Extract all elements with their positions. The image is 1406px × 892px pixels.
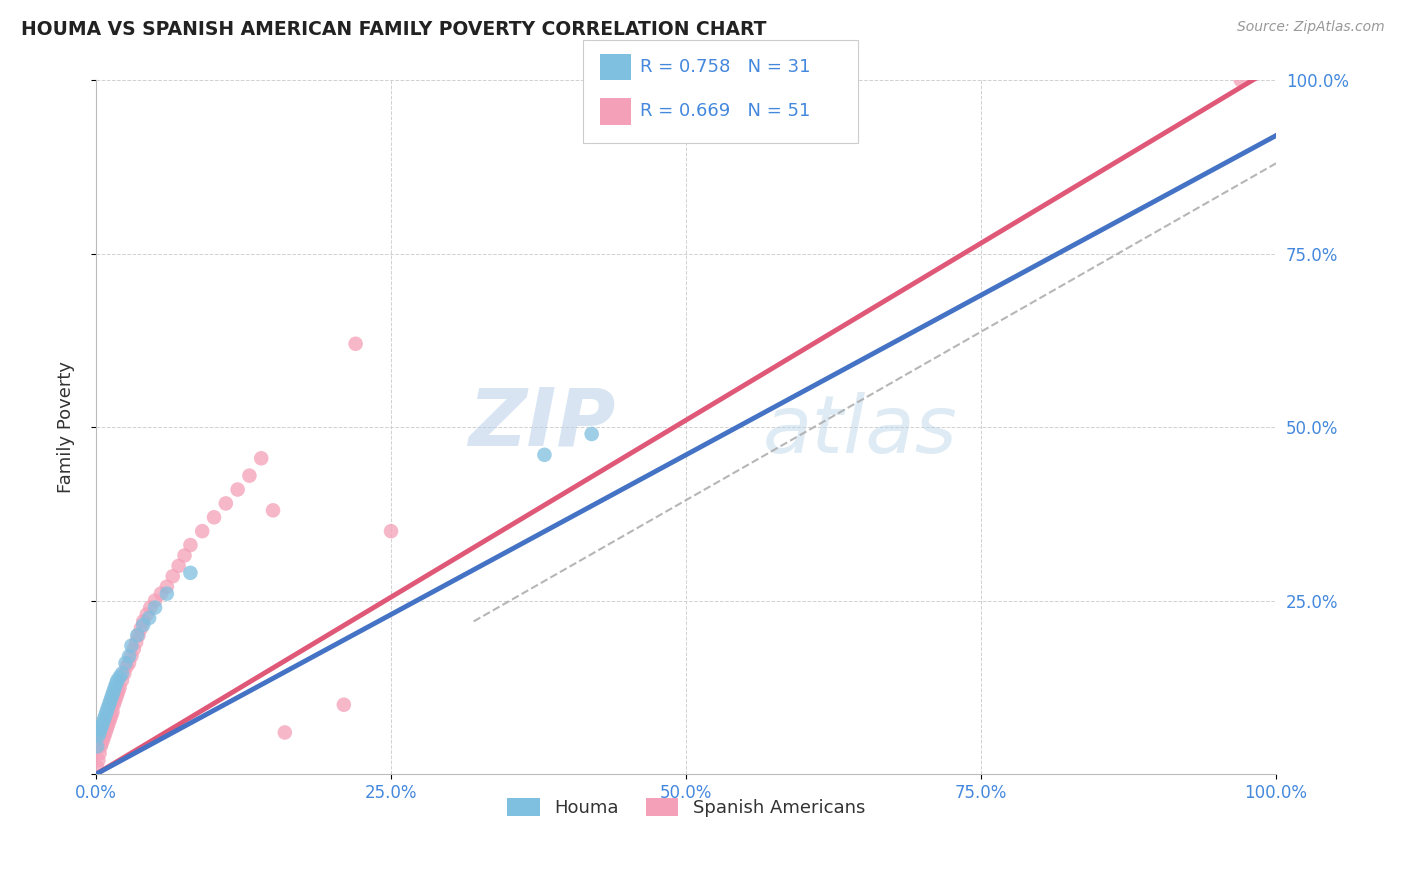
Point: [333, 698, 356, 712]
Point: [93, 712, 115, 726]
Point: [104, 681, 127, 695]
Text: Source: ZipAtlas.com: Source: ZipAtlas.com: [1237, 20, 1385, 34]
Point: [380, 524, 402, 538]
Point: [101, 705, 124, 719]
Point: [105, 677, 128, 691]
Point: [149, 587, 172, 601]
Point: [143, 600, 166, 615]
Point: [94, 725, 117, 739]
Point: [120, 649, 142, 664]
Point: [105, 673, 128, 688]
Point: [104, 694, 127, 708]
Y-axis label: Family Poverty: Family Poverty: [58, 361, 75, 493]
Point: [122, 642, 145, 657]
Point: [129, 621, 152, 635]
Point: [108, 670, 131, 684]
Point: [115, 659, 138, 673]
Legend: Houma, Spanish Americans: Houma, Spanish Americans: [501, 790, 872, 824]
Point: [103, 698, 125, 712]
Point: [93, 729, 115, 743]
Point: [96, 722, 118, 736]
Point: [111, 666, 134, 681]
Text: HOUMA VS SPANISH AMERICAN FAMILY POVERTY CORRELATION CHART: HOUMA VS SPANISH AMERICAN FAMILY POVERTY…: [21, 20, 766, 38]
Point: [139, 600, 162, 615]
Point: [127, 628, 149, 642]
Point: [91, 732, 114, 747]
Point: [162, 569, 184, 583]
Text: R = 0.669   N = 51: R = 0.669 N = 51: [640, 103, 810, 120]
Point: [98, 698, 121, 712]
Point: [100, 690, 122, 705]
Point: [90, 718, 112, 732]
Point: [215, 496, 238, 510]
Point: [202, 510, 225, 524]
Point: [90, 739, 112, 754]
Point: [125, 635, 148, 649]
Point: [89, 747, 111, 761]
Point: [173, 549, 195, 563]
Point: [107, 683, 129, 698]
Point: [98, 714, 121, 729]
Point: [135, 607, 157, 622]
Point: [90, 722, 112, 736]
Point: [128, 628, 150, 642]
Point: [105, 687, 128, 701]
Point: [1229, 73, 1251, 87]
Point: [344, 336, 367, 351]
Point: [86, 739, 108, 754]
Text: R = 0.758   N = 31: R = 0.758 N = 31: [640, 58, 810, 76]
Point: [250, 451, 273, 466]
Point: [156, 587, 179, 601]
Point: [87, 753, 110, 767]
Point: [111, 673, 134, 688]
Point: [96, 705, 118, 719]
Point: [91, 714, 114, 729]
Point: [101, 687, 124, 701]
Point: [132, 618, 155, 632]
Point: [103, 683, 125, 698]
Point: [105, 690, 128, 705]
Point: [179, 566, 201, 580]
Point: [179, 538, 201, 552]
Point: [108, 681, 131, 695]
Point: [97, 718, 120, 732]
Point: [98, 712, 121, 726]
Point: [112, 666, 135, 681]
Point: [90, 736, 112, 750]
Point: [86, 760, 108, 774]
Point: [132, 615, 155, 629]
Point: [581, 427, 603, 442]
Point: [138, 611, 160, 625]
Point: [118, 656, 141, 670]
Point: [167, 558, 190, 573]
Point: [87, 729, 110, 743]
Point: [238, 468, 260, 483]
Point: [97, 701, 120, 715]
Point: [94, 708, 117, 723]
Point: [118, 649, 141, 664]
Point: [191, 524, 214, 538]
Text: ZIP: ZIP: [468, 384, 616, 463]
Point: [120, 639, 142, 653]
Point: [274, 725, 297, 739]
Point: [226, 483, 249, 497]
Point: [100, 708, 122, 723]
Point: [143, 593, 166, 607]
Point: [114, 656, 136, 670]
Text: atlas: atlas: [763, 392, 957, 469]
Point: [98, 694, 121, 708]
Point: [262, 503, 284, 517]
Point: [89, 725, 111, 739]
Point: [533, 448, 555, 462]
Point: [156, 580, 179, 594]
